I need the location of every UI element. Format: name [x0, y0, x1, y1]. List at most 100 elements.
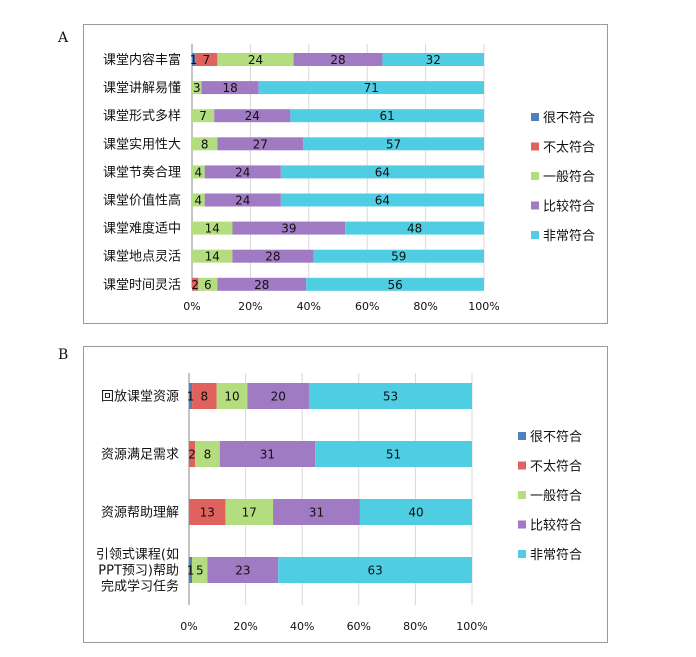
chart-a-bar-segment — [192, 165, 205, 179]
chart-a-value-label: 18 — [222, 81, 237, 95]
chart-a-legend-label: 比较符合 — [543, 199, 595, 215]
chart-b-tick-label: 80% — [403, 620, 427, 633]
chart-a-category-label: 课堂形式多样 — [103, 108, 181, 124]
chart-b-bar-segment — [192, 557, 208, 583]
chart-a-bar-segment — [214, 109, 291, 123]
chart-a-legend-swatch — [531, 201, 539, 210]
chart-b-bar-segment — [273, 499, 360, 525]
chart-a-bar-segment — [192, 137, 218, 151]
chart-a-bar-segment — [217, 137, 304, 151]
panel-b-letter: B — [58, 347, 69, 363]
chart-b-legend-swatch — [518, 461, 526, 470]
chart-a-bar-segment — [290, 109, 484, 123]
chart-b-category-label: 资源帮助理解 — [101, 506, 179, 521]
chart-a-bar-segment — [198, 277, 218, 291]
chart-a-category-label: 课堂价值性高 — [103, 193, 181, 209]
chart-a-tick-label: 100% — [468, 300, 499, 313]
chart-b-value-label: 10 — [224, 390, 239, 404]
chart-a-bar-segment — [280, 165, 484, 179]
chart-a-value-label: 24 — [235, 165, 250, 179]
chart-a-bar-segment — [293, 53, 383, 66]
chart-a-bar-segment — [258, 81, 484, 95]
chart-b-legend-label: 不太符合 — [530, 459, 582, 475]
chart-b-legend-swatch — [518, 432, 526, 440]
chart-a-tick-label: 40% — [297, 300, 321, 313]
chart-a-bar-segment — [204, 165, 281, 179]
chart-a-legend-swatch — [531, 113, 539, 121]
chart-b-tick-label: 40% — [290, 620, 314, 633]
chart-a-value-label: 2 — [191, 278, 199, 292]
chart-b-tick-label: 20% — [233, 620, 257, 633]
panel-a-letter: A — [58, 30, 69, 46]
chart-b-bar-segment — [189, 383, 193, 409]
chart-b-value-label: 2 — [188, 448, 196, 462]
chart-b-value-label: 8 — [201, 390, 209, 404]
chart-a-legend-label: 很不符合 — [543, 110, 595, 126]
chart-b-category-label: 完成学习任务 — [101, 579, 179, 595]
chart-a-value-label: 8 — [201, 137, 209, 151]
chart-b-bar-segment — [189, 557, 193, 583]
chart-a-value-label: 6 — [204, 278, 212, 292]
chart-b-value-label: 1 — [187, 564, 195, 578]
chart-a-legend-swatch — [531, 172, 539, 180]
chart-a-tick-label: 0% — [183, 300, 200, 313]
chart-a-value-label: 61 — [380, 109, 395, 123]
chart-a-bar-segment — [313, 249, 484, 263]
chart-b-category-label: 资源满足需求 — [101, 448, 179, 463]
chart-a-value-label: 64 — [375, 165, 390, 179]
chart-a-value-label: 7 — [199, 109, 207, 123]
chart-a-value-label: 14 — [205, 250, 220, 264]
chart-b-category-label: 回放课堂资源 — [101, 390, 179, 405]
chart-a-bar-segment — [192, 109, 215, 123]
chart-a-bar-segment — [204, 193, 281, 207]
chart-a-tick-label: 60% — [355, 300, 379, 313]
chart-b-bar-segment — [207, 557, 279, 583]
chart-a-bar-segment — [345, 221, 484, 235]
chart-a-category-label: 课堂讲解易懂 — [103, 81, 181, 96]
chart-a-bar-segment — [195, 53, 218, 66]
chart-b-legend-label: 比较符合 — [530, 518, 582, 534]
chart-b-bar-segment — [308, 383, 472, 409]
chart-a-value-label: 27 — [253, 137, 268, 151]
chart-b-tick-label: 60% — [347, 620, 371, 633]
chart-a-value-label: 4 — [195, 194, 203, 208]
chart-b-legend-label: 很不符合 — [530, 429, 582, 445]
chart-a-category-label: 课堂时间灵活 — [103, 278, 181, 293]
chart-b-value-label: 63 — [367, 564, 382, 578]
chart-a-bar-segment — [192, 221, 233, 235]
chart-a-value-label: 32 — [426, 53, 441, 67]
chart-a-legend-label: 非常符合 — [543, 228, 595, 244]
chart-a-value-label: 64 — [375, 194, 390, 208]
chart-b-value-label: 1 — [187, 390, 195, 404]
chart-b-category-label: 引领式课程(如 — [96, 547, 179, 563]
chart-a-value-label: 56 — [387, 278, 402, 292]
chart-a-legend-label: 不太符合 — [543, 140, 595, 156]
chart-b-legend-swatch — [518, 550, 526, 558]
chart-a-tick-label: 20% — [238, 300, 262, 313]
chart-a-value-label: 59 — [391, 250, 406, 264]
chart-a-bar-segment — [217, 53, 294, 66]
chart-b-legend-swatch — [518, 520, 526, 529]
chart-b-value-label: 51 — [386, 448, 401, 462]
chart-a-category-label: 课堂内容丰富 — [103, 52, 181, 68]
chart-b-tick-label: 0% — [180, 620, 197, 633]
chart-b-value-label: 8 — [204, 448, 212, 462]
chart-a-bar-segment — [280, 193, 484, 207]
chart-a-value-label: 57 — [386, 137, 401, 151]
chart-a-bar-segment — [217, 277, 307, 291]
chart-a-value-label: 4 — [195, 165, 203, 179]
chart-b-value-label: 40 — [408, 506, 423, 520]
chart-b-tick-label: 100% — [456, 620, 487, 633]
chart-a-value-label: 48 — [407, 222, 422, 236]
chart-b-bar-segment — [278, 557, 472, 583]
chart-a-value-label: 71 — [364, 81, 379, 95]
chart-b-bar-segment — [219, 441, 316, 467]
chart-a-bar-segment — [306, 277, 484, 291]
chart-b-value-label: 5 — [196, 564, 204, 578]
chart-a-value-label: 39 — [281, 222, 296, 236]
chart-b-bar-segment — [315, 441, 472, 467]
chart-b-value-label: 31 — [309, 506, 324, 520]
chart-a-value-label: 1 — [190, 53, 198, 67]
chart-a-tick-label: 80% — [413, 300, 437, 313]
chart-a-value-label: 3 — [193, 81, 201, 95]
